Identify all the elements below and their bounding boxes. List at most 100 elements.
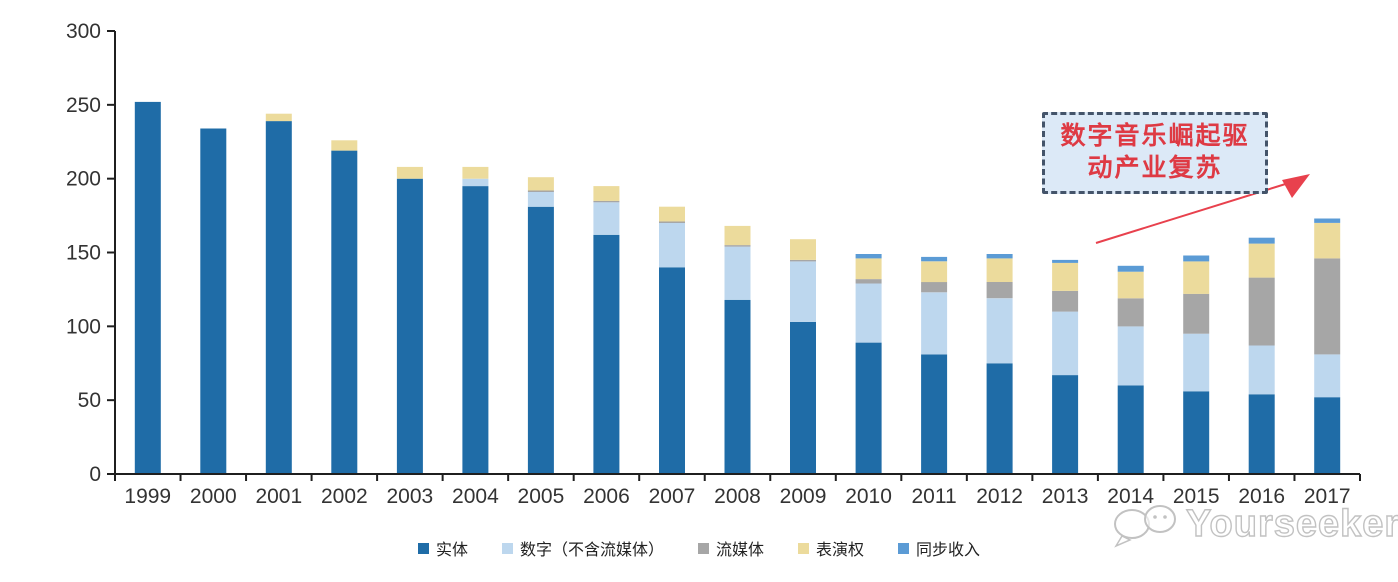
x-tick-label: 2009 (780, 485, 827, 508)
y-tick-label: 50 (78, 389, 101, 412)
bar-segment-2010-表演权 (855, 258, 882, 280)
bar-segment-2005-流媒体 (527, 190, 554, 192)
x-tick-label: 2002 (321, 485, 368, 508)
bar-segment-2013-同步收入 (1052, 259, 1079, 263)
legend-item-1: 数字（不含流媒体） (501, 536, 664, 560)
legend-item-2: 流媒体 (697, 536, 764, 560)
legend-label: 数字（不含流媒体） (519, 542, 664, 559)
bar-segment-2007-实体 (659, 267, 685, 474)
bar-segment-2013-实体 (1052, 375, 1079, 474)
bar-segment-2005-实体 (527, 206, 554, 474)
x-tick-label: 2012 (976, 485, 1023, 508)
bar-segment-2012-表演权 (986, 258, 1013, 282)
x-tick-label: 2014 (1107, 485, 1154, 508)
watermark-logo-eye-icon (1153, 515, 1157, 519)
bar-segment-2011-表演权 (921, 261, 948, 283)
legend-label: 同步收入 (916, 542, 981, 559)
bar-segment-2011-数字（不含流媒体） (921, 292, 948, 355)
bar-segment-2004-实体 (462, 186, 489, 474)
bar-segment-2016-流媒体 (1248, 277, 1275, 346)
bar-segment-2009-数字（不含流媒体） (790, 261, 816, 322)
bar-segment-2015-流媒体 (1183, 293, 1210, 334)
bar-segment-2013-表演权 (1052, 262, 1079, 291)
bar-segment-2017-同步收入 (1314, 218, 1341, 223)
bar-segment-2006-流媒体 (593, 200, 620, 203)
bar-segment-2017-表演权 (1314, 223, 1341, 259)
x-tick-label: 2016 (1238, 485, 1285, 508)
bar-segment-2015-同步收入 (1183, 255, 1210, 262)
bar-segment-1999-实体 (134, 101, 161, 475)
bar-segment-2014-表演权 (1117, 271, 1144, 299)
bar-segment-2009-实体 (790, 321, 816, 474)
x-tick-label: 2001 (255, 485, 302, 508)
bar-segment-2001-实体 (265, 121, 292, 474)
x-tick-label: 2000 (190, 485, 237, 508)
x-tick-label: 2008 (714, 485, 761, 508)
legend-item-3: 表演权 (798, 536, 864, 560)
y-tick-label: 0 (89, 463, 101, 486)
bar-segment-2004-表演权 (462, 166, 489, 179)
bar-segment-2007-流媒体 (659, 221, 685, 223)
bar-segment-2011-流媒体 (921, 282, 948, 293)
bar-segment-2012-同步收入 (986, 254, 1013, 259)
bar-segment-2016-表演权 (1248, 243, 1275, 278)
bar-segment-2002-实体 (331, 150, 358, 474)
bar-segment-2017-流媒体 (1314, 258, 1341, 355)
x-tick-label: 2003 (387, 485, 434, 508)
bar-segment-2016-数字（不含流媒体） (1248, 345, 1275, 395)
legend-label: 实体 (435, 542, 468, 559)
watermark-logo-tail-icon (1114, 535, 1132, 548)
legend-item-4: 同步收入 (898, 536, 980, 560)
watermark-logo-icon (1114, 509, 1150, 539)
legend-swatch-icon (798, 542, 809, 554)
bar-segment-2013-流媒体 (1052, 290, 1079, 312)
y-tick-label: 200 (66, 168, 101, 191)
legend-label: 流媒体 (715, 542, 764, 559)
legend-swatch-icon (697, 542, 709, 554)
legend-swatch-icon (898, 542, 910, 554)
legend-item-0: 实体 (417, 536, 468, 560)
legend-swatch-icon (501, 542, 513, 554)
x-tick-label: 2006 (583, 485, 630, 508)
y-tick-label: 100 (66, 315, 101, 338)
y-tick-label: 250 (66, 94, 101, 117)
annotation-text-line2: 动产业复苏 (1087, 155, 1223, 182)
bar-segment-2004-数字（不含流媒体） (462, 178, 489, 187)
x-tick-label: 2010 (845, 485, 892, 508)
annotation-callout: 数字音乐崛起驱 动产业复苏 (1042, 112, 1268, 194)
bar-segment-2003-实体 (396, 178, 423, 474)
x-tick-label: 2013 (1042, 485, 1089, 508)
annotation-text-line1: 数字音乐崛起驱 (1060, 122, 1250, 150)
watermark-logo-eye-icon (1163, 515, 1167, 519)
bar-segment-2006-实体 (593, 234, 620, 474)
bar-segment-2008-数字（不含流媒体） (724, 246, 751, 300)
y-tick-label: 300 (66, 20, 101, 43)
bar-segment-2006-表演权 (593, 186, 620, 201)
bar-segment-2000-实体 (200, 128, 227, 474)
x-tick-label: 2005 (518, 485, 565, 508)
bar-segment-2014-流媒体 (1117, 298, 1144, 327)
bar-segment-2017-实体 (1314, 397, 1341, 474)
watermark-text: Yourseeker (1186, 503, 1398, 545)
x-tick-label: 1999 (124, 485, 171, 508)
legend-swatch-icon (417, 542, 429, 554)
bar-segment-2012-数字（不含流媒体） (986, 298, 1013, 364)
bar-segment-2016-同步收入 (1248, 237, 1275, 244)
annotation-arrowhead-icon (1282, 174, 1310, 198)
bar-segment-2003-表演权 (396, 166, 423, 179)
bar-segment-2011-同步收入 (921, 256, 948, 262)
bar-segment-2008-实体 (724, 299, 751, 474)
bar-segment-2017-数字（不含流媒体） (1314, 354, 1341, 398)
bar-segment-2010-同步收入 (855, 254, 882, 259)
bar-segment-2008-表演权 (724, 225, 751, 246)
bar-segment-2012-实体 (986, 363, 1013, 475)
watermark-logo-icon (1144, 505, 1176, 533)
bar-segment-2006-数字（不含流媒体） (593, 202, 620, 235)
chart-legend: 实体 数字（不含流媒体） 流媒体 表演权 同步收入 (0, 535, 1398, 561)
bar-segment-2007-表演权 (659, 206, 685, 222)
legend-label: 表演权 (816, 542, 865, 559)
bar-segment-2015-表演权 (1183, 261, 1210, 294)
bar-segment-2014-数字（不含流媒体） (1117, 326, 1144, 386)
bar-segment-2002-表演权 (331, 140, 358, 151)
